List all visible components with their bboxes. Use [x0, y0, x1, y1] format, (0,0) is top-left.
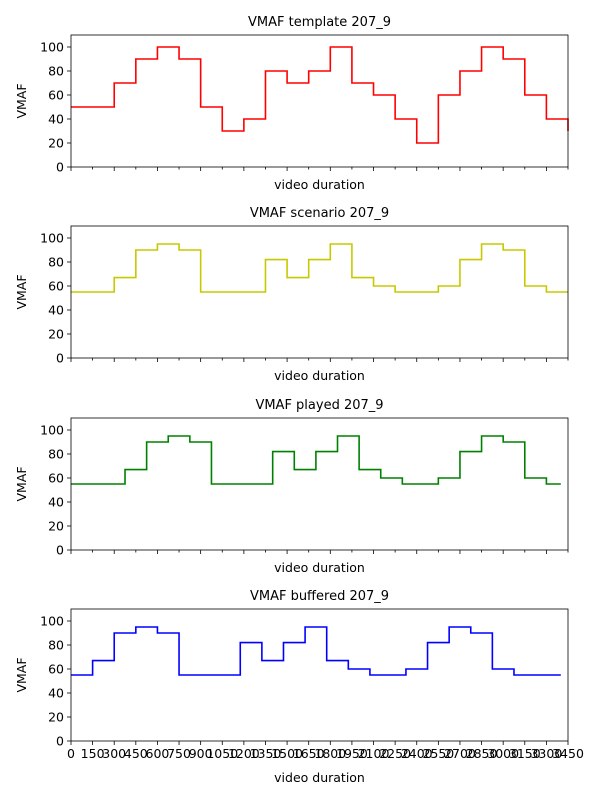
y-tick-label: 0 [56, 734, 64, 749]
y-tick-label: 20 [48, 327, 64, 342]
y-tick-label: 0 [56, 351, 64, 366]
x-tick-label: 1050 [206, 746, 238, 761]
axes-frame [70, 225, 569, 359]
x-tick-label: 2250 [379, 746, 411, 761]
chart-title: VMAF played 207_9 [255, 398, 383, 413]
series-line [71, 243, 568, 293]
axes-frame [70, 417, 569, 551]
x-tick-label: 2400 [401, 746, 433, 761]
y-tick-label: 40 [48, 686, 64, 701]
x-tick-label: 1950 [336, 746, 368, 761]
x-tick-label: 1650 [293, 746, 325, 761]
x-axis-label: video duration [274, 177, 365, 192]
y-tick-label: 60 [48, 279, 64, 294]
y-tick-label: 60 [48, 471, 64, 486]
axes-frame [70, 34, 569, 168]
x-tick-label: 2850 [466, 746, 498, 761]
x-tick-label: 3450 [552, 746, 584, 761]
y-tick-label: 80 [48, 638, 64, 653]
axes-frame [70, 608, 569, 742]
chart-panel-3: VMAF played 207_9 VMAF 0 20 40 60 80 100 video d… [14, 398, 569, 575]
chart-title: VMAF template 207_9 [248, 15, 391, 30]
x-tick-label: 3000 [487, 746, 519, 761]
x-tick-label: 3300 [530, 746, 562, 761]
x-tick-label: 150 [81, 746, 105, 761]
y-tick-label: 80 [48, 447, 64, 462]
y-tick-label: 80 [48, 255, 64, 270]
y-tick-label: 100 [40, 231, 64, 246]
chart-title: VMAF scenario 207_9 [250, 206, 389, 221]
y-axis-label: VMAF [14, 657, 29, 692]
x-tick-label: 300 [102, 746, 126, 761]
x-tick-label: 750 [167, 746, 191, 761]
series-line [71, 626, 561, 676]
series-line [71, 46, 569, 144]
x-tick-label: 1800 [314, 746, 346, 761]
y-tick-label: 100 [40, 614, 64, 629]
y-axis-label: VMAF [14, 83, 29, 118]
y-tick-label: 40 [48, 495, 64, 510]
x-tick-label: 3150 [509, 746, 541, 761]
y-tick-label: 0 [56, 160, 64, 175]
chart-panel-1: VMAF template 207_9 VMAF 0 20 40 60 80 100 video… [14, 15, 569, 192]
y-axis-label: VMAF [14, 466, 29, 501]
y-tick-label: 20 [48, 710, 64, 725]
x-axis-label: video duration [274, 368, 365, 383]
y-tick-label: 80 [48, 64, 64, 79]
y-tick-label: 100 [40, 423, 64, 438]
x-tick-label: 1500 [271, 746, 303, 761]
x-tick-label: 1200 [228, 746, 260, 761]
x-axis-label: video duration [274, 560, 365, 575]
y-tick-label: 60 [48, 662, 64, 677]
y-tick-label: 60 [48, 88, 64, 103]
y-tick-label: 100 [40, 40, 64, 55]
y-tick-label: 20 [48, 136, 64, 151]
x-tick-label: 2100 [358, 746, 390, 761]
y-tick-label: 40 [48, 303, 64, 318]
chart-panel-2: VMAF scenario 207_9 VMAF 0 20 40 60 80 100 video… [14, 206, 569, 383]
y-axis-label: VMAF [14, 274, 29, 309]
x-tick-label: 600 [146, 746, 170, 761]
x-tick-label: 1350 [250, 746, 282, 761]
y-tick-label: 0 [56, 543, 64, 558]
x-tick-label: 2550 [422, 746, 454, 761]
y-tick-label: 20 [48, 519, 64, 534]
x-tick-label: 0 [67, 746, 75, 761]
x-axis-label: video duration [274, 770, 365, 785]
chart-title: VMAF buffered 207_9 [250, 589, 389, 604]
y-tick-label: 40 [48, 112, 64, 127]
x-tick-label: 2700 [444, 746, 476, 761]
x-tick-label: 900 [189, 746, 213, 761]
x-tick-label: 450 [124, 746, 148, 761]
series-line [71, 435, 561, 485]
